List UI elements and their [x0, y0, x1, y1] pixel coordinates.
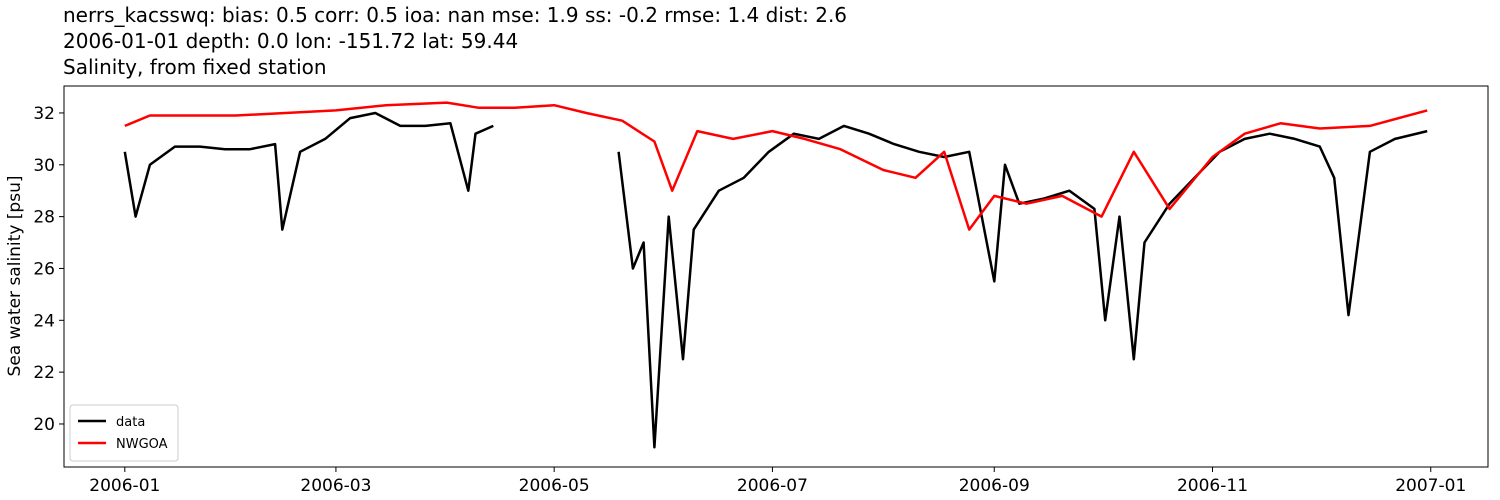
y-axis-label: Sea water salinity [psu] — [5, 176, 25, 377]
y-tick-label: 24 — [33, 311, 55, 331]
chart-title: Salinity, from fixed station — [63, 55, 327, 79]
plot-frame — [63, 85, 1489, 468]
y-tick-label: 26 — [33, 259, 55, 279]
legend-label: NWGOA — [116, 437, 168, 452]
x-tick-label: 2006-05 — [519, 476, 590, 496]
data-line — [123, 111, 1428, 449]
y-tick-label: 32 — [33, 104, 55, 124]
x-tick-label: 2006-11 — [1177, 476, 1248, 496]
data-line — [124, 101, 1428, 231]
x-tick-label: 2006-07 — [737, 476, 808, 496]
legend-label: data — [116, 415, 145, 430]
x-tick-label: 2007-01 — [1395, 476, 1466, 496]
x-tick-label: 2006-09 — [959, 476, 1030, 496]
y-tick-label: 20 — [33, 415, 55, 435]
y-tick-label: 30 — [33, 156, 55, 176]
chart-title: 2006-01-01 depth: 0.0 lon: -151.72 lat: … — [63, 29, 518, 53]
y-tick-label: 22 — [33, 363, 55, 383]
x-tick-label: 2006-01 — [89, 476, 160, 496]
legend-box — [69, 404, 179, 462]
x-tick-label: 2006-03 — [300, 476, 371, 496]
chart-title: nerrs_kacsswq: bias: 0.5 corr: 0.5 ioa: … — [63, 3, 847, 27]
y-tick-label: 28 — [33, 208, 55, 228]
legend: data NWGOA — [69, 404, 179, 462]
